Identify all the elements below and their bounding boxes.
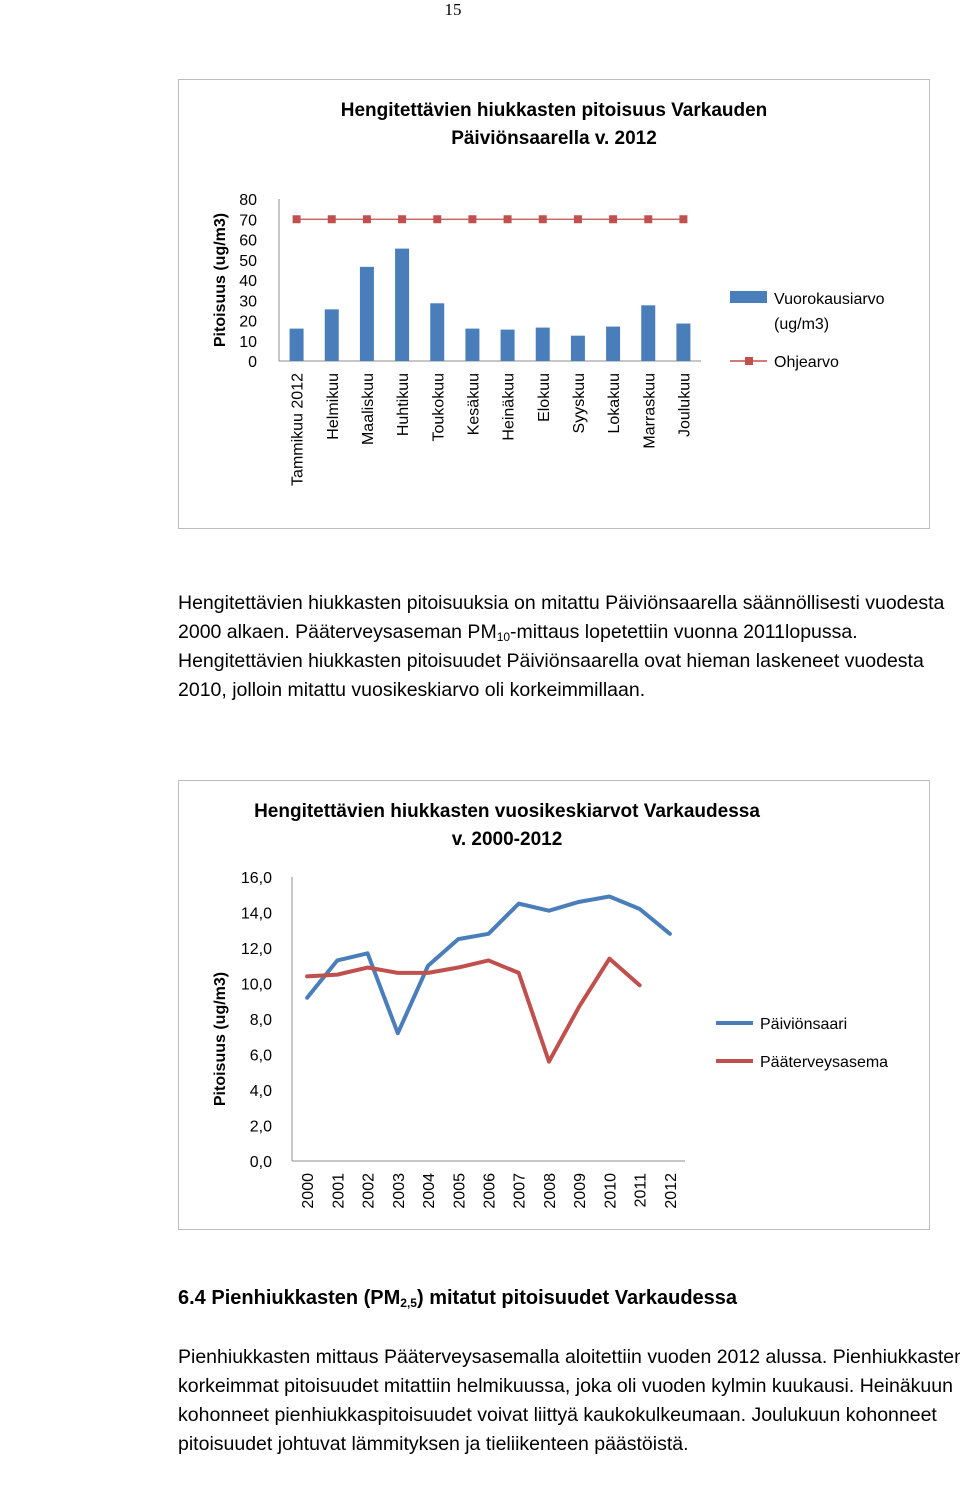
pm10-subscript: 10 — [496, 630, 511, 644]
legend-marker-guideline — [745, 357, 753, 365]
y-tick-label: 60 — [239, 233, 257, 250]
y-tick-label: 20 — [239, 314, 257, 331]
bar — [289, 328, 304, 361]
y-tick-label: 30 — [239, 293, 257, 310]
x-tick-label: Kesäkuu — [465, 373, 482, 435]
x-tick-label: 2003 — [391, 1173, 408, 1209]
section-heading-6-4: 6.4 Pienhiukkasten (PM2,5) mitatut pitoi… — [178, 1287, 737, 1310]
chart-title-line: Päiviönsaarella v. 2012 — [451, 128, 657, 149]
bar — [606, 326, 621, 361]
y-tick-label: 40 — [239, 273, 257, 290]
guideline-marker — [292, 215, 301, 224]
bar — [324, 309, 339, 361]
chart-title-line: Hengitettävien hiukkasten vuosikeskiarvo… — [254, 801, 760, 822]
y-tick-label: 0,0 — [250, 1154, 272, 1171]
guideline-marker — [503, 215, 512, 224]
bar — [676, 323, 691, 361]
pm10-monthly-chart-svg: Hengitettävien hiukkasten pitoisuus Vark… — [212, 100, 885, 486]
paragraph-pm10-history: Hengitettävien hiukkasten pitoisuuksia o… — [178, 589, 960, 705]
bar — [500, 329, 515, 361]
y-tick-label: 10 — [239, 334, 257, 351]
series-line-paaterveysasema — [305, 956, 642, 1064]
legend-swatch-daily-value — [730, 291, 767, 303]
guideline-marker — [398, 215, 407, 224]
x-tick-label: 2012 — [663, 1173, 680, 1209]
y-axis-title: Pitoisuus (ug/m3) — [212, 213, 229, 347]
y-axis-title: Pitoisuus (ug/m3) — [212, 972, 229, 1106]
chart-title-line: v. 2000-2012 — [452, 829, 563, 850]
bar — [395, 248, 410, 361]
x-tick-label: 2000 — [300, 1173, 317, 1209]
paragraph-pm25-measurements: Pienhiukkasten mittaus Pääterveysasemall… — [178, 1346, 960, 1455]
legend-label-daily-value: Vuorokausiarvo — [774, 291, 885, 308]
guideline-marker — [609, 215, 618, 224]
bar — [465, 328, 480, 361]
y-tick-label: 14,0 — [241, 906, 272, 923]
pm25-subscript: 2,5 — [400, 1296, 417, 1310]
x-tick-label: 2006 — [482, 1173, 499, 1209]
y-tick-label: 4,0 — [250, 1083, 272, 1100]
pm10-annual-chart: Hengitettävien hiukkasten vuosikeskiarvo… — [178, 780, 930, 1230]
legend-label: Pääterveysasema — [760, 1054, 888, 1071]
paragraph-pm10-text-1: Hengitettävien hiukkasten pitoisuuksia o… — [178, 592, 945, 643]
bar — [641, 305, 656, 361]
x-tick-label: 2007 — [512, 1173, 529, 1209]
x-tick-label: Tammikuu 2012 — [290, 373, 307, 486]
legend-label-daily-value: (ug/m3) — [774, 316, 829, 333]
y-tick-label: 6,0 — [250, 1048, 272, 1065]
pm10-monthly-chart: Hengitettävien hiukkasten pitoisuus Vark… — [178, 79, 930, 529]
guideline-marker — [573, 215, 582, 224]
x-tick-label: 2008 — [542, 1173, 559, 1209]
x-tick-label: Joulukuu — [676, 373, 693, 437]
x-tick-label: Helmikuu — [325, 373, 342, 440]
x-tick-label: 2011 — [633, 1173, 650, 1208]
x-tick-label: 2002 — [361, 1173, 378, 1209]
page-number: 15 — [444, 0, 462, 19]
y-tick-label: 2,0 — [250, 1119, 272, 1136]
x-tick-label: 2001 — [330, 1173, 347, 1209]
x-tick-label: Lokakuu — [606, 373, 623, 434]
guideline-marker — [644, 215, 653, 224]
x-tick-label: Elokuu — [536, 373, 553, 422]
y-tick-label: 80 — [239, 192, 257, 209]
x-tick-label: Syyskuu — [571, 373, 588, 433]
heading-text-2: ) mitatut pitoisuudet Varkaudessa — [416, 1287, 738, 1309]
y-tick-label: 70 — [239, 212, 257, 229]
guideline-marker — [468, 215, 477, 224]
y-tick-label: 16,0 — [241, 870, 272, 887]
y-tick-label: 12,0 — [241, 941, 272, 958]
y-tick-label: 8,0 — [250, 1012, 272, 1029]
x-tick-label: Maaliskuu — [360, 373, 377, 445]
x-tick-label: 2010 — [602, 1173, 619, 1209]
x-tick-label: 2005 — [451, 1173, 468, 1209]
guideline-marker — [362, 215, 371, 224]
bar — [430, 303, 445, 361]
bar — [359, 266, 374, 361]
bar — [570, 335, 585, 361]
x-tick-label: Marraskuu — [641, 373, 658, 449]
x-tick-label: Heinäkuu — [501, 373, 518, 441]
x-tick-label: Toukokuu — [430, 373, 447, 442]
legend-label-guideline: Ohjearvo — [774, 354, 839, 371]
chart-title-line: Hengitettävien hiukkasten pitoisuus Vark… — [341, 100, 768, 121]
bar — [535, 327, 550, 361]
x-tick-label: 2004 — [421, 1173, 438, 1209]
x-tick-label: 2009 — [572, 1173, 589, 1209]
legend-label: Päiviönsaari — [760, 1016, 847, 1033]
pm10-annual-chart-svg: Hengitettävien hiukkasten vuosikeskiarvo… — [212, 801, 888, 1209]
guideline-marker — [538, 215, 547, 224]
guideline-marker — [327, 215, 336, 224]
y-tick-label: 10,0 — [241, 977, 272, 994]
guideline-marker — [433, 215, 442, 224]
paragraph-pm10-text-2: -mittaus lopetettiin vuonna 2011lopussa.… — [178, 621, 924, 701]
x-tick-label: Huhtikuu — [395, 373, 412, 436]
heading-text-1: 6.4 Pienhiukkasten (PM — [178, 1287, 401, 1309]
guideline-marker — [679, 215, 688, 224]
y-tick-label: 0 — [248, 354, 257, 371]
y-tick-label: 50 — [239, 253, 257, 270]
